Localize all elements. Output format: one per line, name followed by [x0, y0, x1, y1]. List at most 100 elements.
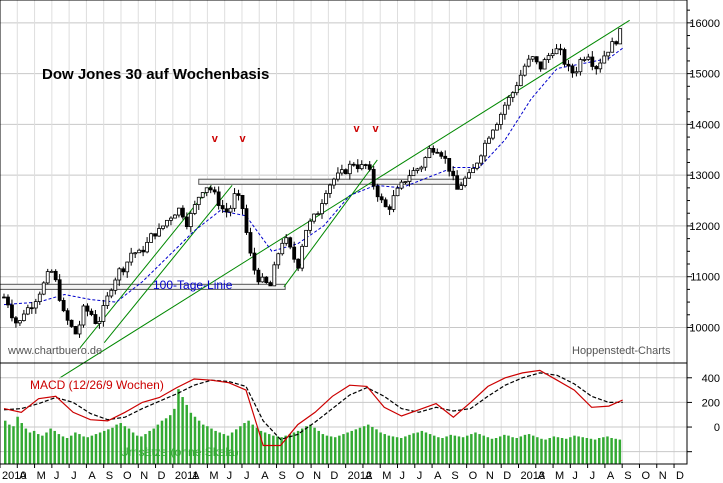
volume-bar — [16, 416, 19, 464]
price-body — [387, 206, 392, 210]
price-body — [506, 96, 511, 106]
x-tick-label: J — [417, 470, 423, 482]
price-body — [594, 66, 599, 70]
price-bar — [280, 238, 285, 256]
price-bar — [534, 56, 539, 65]
price-body — [264, 276, 269, 284]
price-body — [320, 203, 324, 215]
price-body — [467, 172, 471, 179]
price-body — [312, 213, 316, 222]
volume-bar — [197, 420, 201, 464]
x-tick-label: J — [244, 470, 250, 482]
price-body — [137, 249, 142, 254]
price-tick-label: 13000 — [689, 170, 720, 182]
volume-bar — [12, 426, 15, 464]
price-bar — [73, 325, 78, 335]
volume-bar — [556, 437, 560, 464]
macd-line — [3, 369, 623, 447]
price-body — [196, 196, 201, 206]
price-bar — [343, 168, 348, 175]
price-bar — [145, 237, 150, 254]
x-tick-label: N — [313, 470, 321, 482]
price-body — [534, 56, 539, 63]
price-bar — [355, 159, 360, 173]
volume-bar — [173, 408, 176, 464]
x-tick-label: 2013 — [520, 470, 544, 482]
price-body — [169, 217, 173, 221]
macd-y-axis: 0 200 400 — [687, 373, 720, 453]
resistance-zone — [0, 283, 286, 290]
price-bar — [169, 216, 173, 226]
price-bar — [510, 91, 515, 103]
price-bar — [606, 51, 611, 61]
volume-bar — [107, 429, 110, 464]
price-body — [498, 113, 503, 125]
price-body — [483, 142, 487, 157]
price-body — [336, 172, 340, 180]
price-bar — [125, 261, 130, 278]
volume-bar — [119, 423, 122, 464]
price-bar — [10, 299, 14, 322]
price-bar — [180, 205, 185, 220]
price-body — [526, 58, 531, 67]
x-tick-label: J — [227, 470, 233, 482]
volume-bar — [36, 434, 40, 464]
price-bar — [383, 197, 388, 208]
price-bar — [411, 167, 416, 177]
price-bar — [538, 61, 543, 72]
volume-bars — [4, 389, 622, 464]
volume-bar — [189, 412, 193, 464]
price-body — [18, 320, 22, 324]
volume-bar — [226, 435, 230, 464]
volume-bar — [379, 432, 382, 464]
price-bar — [57, 274, 62, 302]
peak-marker: v — [239, 133, 246, 145]
volume-bar — [177, 389, 180, 464]
price-body — [443, 155, 448, 159]
volume-bar — [416, 432, 419, 464]
macd-tick-label: 0 — [714, 422, 720, 434]
price-body — [77, 324, 82, 335]
volume-bar — [53, 430, 56, 464]
chart-title: Dow Jones 30 auf Wochenbasis — [42, 66, 269, 83]
volume-bar — [519, 436, 523, 464]
price-bar — [363, 163, 368, 170]
macd-tick-label: 200 — [702, 397, 720, 409]
price-bar — [495, 122, 499, 131]
price-body — [574, 71, 579, 74]
price-body — [292, 246, 297, 260]
price-body — [232, 193, 237, 209]
price-body — [522, 65, 527, 76]
price-body — [69, 319, 74, 327]
volume-bar — [424, 432, 428, 464]
price-body — [419, 166, 424, 170]
price-tick-label: 15000 — [689, 69, 720, 81]
price-bar — [586, 53, 591, 61]
price-bar — [467, 169, 471, 180]
volume-bar — [531, 435, 535, 464]
price-bar — [288, 236, 293, 250]
x-tick-label: A — [365, 470, 373, 482]
volume-bar — [32, 430, 36, 464]
price-body — [129, 252, 134, 263]
price-body — [355, 164, 360, 170]
volume-bar — [457, 436, 461, 464]
price-bar — [268, 280, 273, 287]
price-body — [510, 92, 515, 98]
price-bar — [562, 47, 567, 67]
volume-bar — [391, 436, 395, 464]
price-bar — [506, 95, 511, 110]
source-left: www.chartbuero.de — [7, 345, 102, 357]
price-body — [562, 49, 567, 65]
price-bar — [18, 320, 22, 326]
price-bar — [471, 164, 475, 174]
price-bar — [65, 308, 70, 325]
price-tick-label: 11000 — [690, 272, 720, 284]
volume-bar — [362, 426, 366, 464]
volume-bar — [251, 424, 254, 464]
price-body — [300, 245, 305, 269]
price-body — [447, 158, 452, 172]
price-bar — [582, 56, 587, 62]
price-bar — [49, 269, 54, 273]
price-body — [328, 184, 332, 194]
